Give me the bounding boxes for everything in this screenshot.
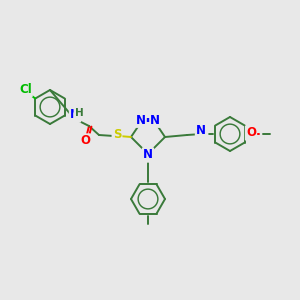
Text: O: O: [80, 134, 90, 148]
Text: N: N: [70, 109, 80, 122]
Text: H: H: [75, 108, 83, 118]
Text: Cl: Cl: [19, 83, 32, 96]
Text: O: O: [246, 127, 256, 140]
Text: H: H: [199, 128, 207, 138]
Text: N: N: [196, 124, 206, 136]
Text: N: N: [136, 114, 146, 127]
Text: S: S: [113, 128, 121, 142]
Text: N: N: [150, 114, 161, 127]
Text: N: N: [143, 148, 153, 161]
